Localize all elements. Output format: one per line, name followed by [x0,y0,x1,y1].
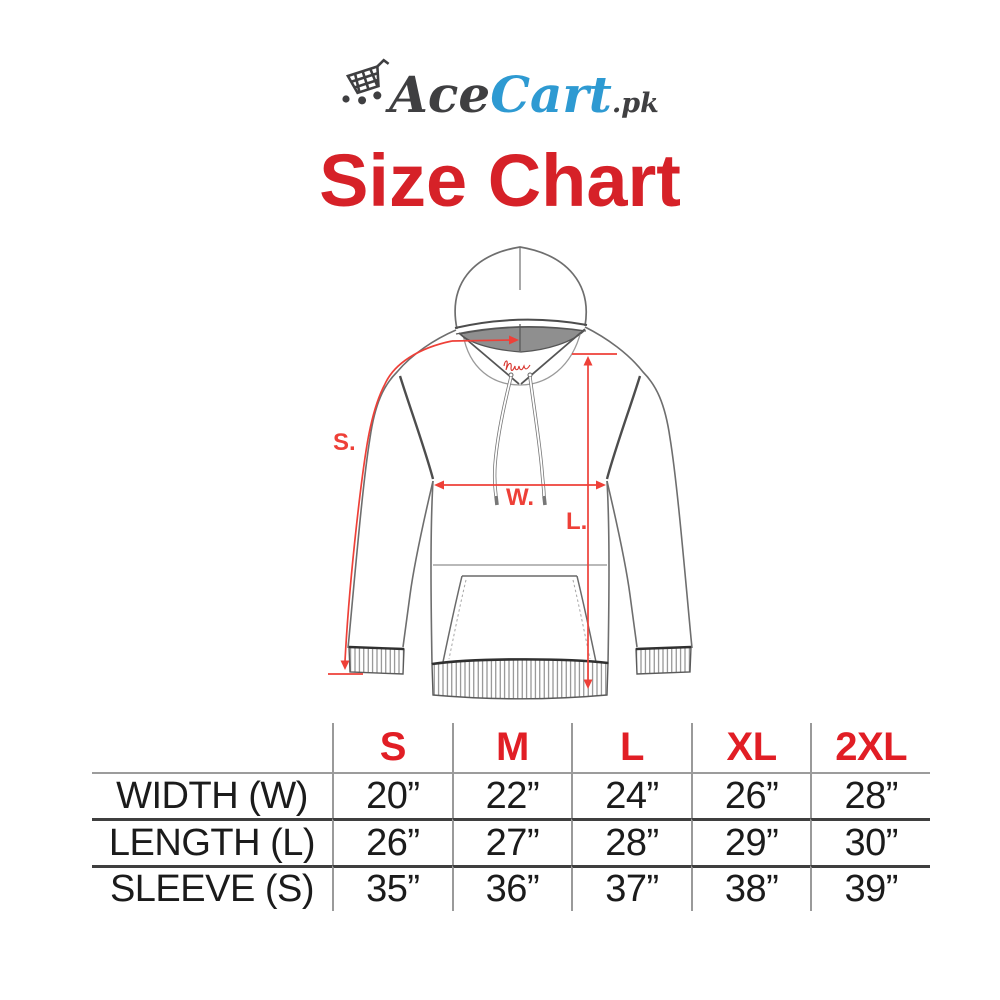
sleeve-right [584,326,693,649]
sleeve-arrowhead-cuff [340,660,350,670]
page-title: Size Chart [319,139,681,222]
row-label-width: WIDTH (W) [92,772,332,818]
size-value-cell: 36” [451,865,572,911]
size-value-cell: 30” [810,818,930,865]
size-value-cell: 37” [571,865,691,911]
size-column-header: L [571,723,691,772]
size-value-cell: 29” [690,818,811,865]
size-column-header: 2XL [810,723,930,772]
size-value-cell: 26” [690,772,811,818]
length-arrowhead-top [583,356,593,366]
row-label-length: LENGTH (L) [92,818,332,865]
length-label: L. [566,508,587,535]
body [430,480,610,665]
brand-name-cart: Cart [490,65,612,124]
brand-signature [503,360,531,371]
size-column-header: XL [690,723,811,772]
sleeve-label: S. [333,429,356,456]
drawstring-right [528,376,547,506]
sleeve-arrowhead-hood [509,335,519,345]
brand-wordmark: AceCart.pk [389,70,659,120]
cart-motion-dot [342,95,350,103]
cuff-right [635,645,692,675]
width-arrowhead-right [596,480,606,490]
size-value-cell: 28” [810,772,930,818]
drawstring-left [492,376,513,506]
row-label-sleeve: SLEEVE (S) [92,865,332,911]
size-value-cell: 24” [571,772,691,818]
size-value-cell: 38” [690,865,811,911]
raglan-seam-right [605,375,642,480]
hem-band [431,658,609,700]
size-table: S M L XL 2XL WIDTH (W) 20” 22” 24” 26” 2… [92,723,930,911]
width-label: W. [506,484,534,511]
raglan-seam-left [398,375,435,480]
brand-name-ace: Ace [389,65,491,124]
hoodie-diagram: S. W. L. [300,233,700,713]
size-value-cell: 26” [332,818,452,865]
size-value-cell: 35” [332,865,452,911]
size-value-cell: 39” [810,865,930,911]
shopping-cart-icon [342,58,390,105]
size-value-cell: 20” [332,772,452,818]
brand-logo: AceCart.pk [0,40,1000,120]
sleeve-measure-line [328,339,513,675]
hood [454,246,588,335]
size-column-header: M [451,723,572,772]
length-arrowhead-bottom [583,679,593,689]
table-corner-cell [92,723,332,772]
size-value-cell: 22” [451,772,572,818]
sleeve-left [347,329,457,649]
cuff-left [348,645,405,675]
hood-interior [458,324,586,353]
size-value-cell: 27” [451,818,572,865]
size-column-header: S [332,723,452,772]
brand-domain: .pk [611,88,659,119]
length-measure-line [572,353,617,682]
size-value-cell: 28” [571,818,691,865]
width-arrowhead-left [434,480,444,490]
kangaroo-pocket [442,575,597,663]
